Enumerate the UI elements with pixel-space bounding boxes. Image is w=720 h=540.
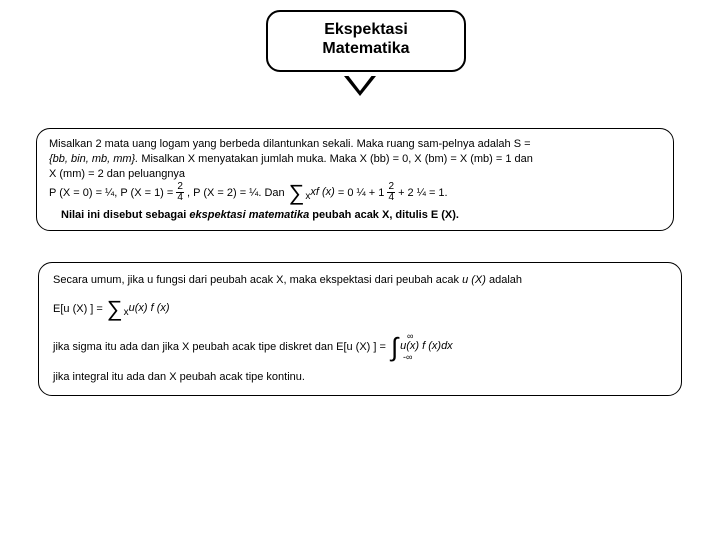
definition-box: Secara umum, jika u fungsi dari peubah a… bbox=[38, 262, 682, 396]
sigma-xfx: ∑xxf (x) bbox=[288, 182, 335, 204]
ex-conclusion: Nilai ini disebut sebagai ekspektasi mat… bbox=[61, 208, 661, 223]
title-line2: Matematika bbox=[272, 39, 460, 58]
frac-2-4-b: 24 bbox=[387, 182, 395, 203]
def-discrete-formula: E[u (X) ] = ∑xu(x) f (x) bbox=[53, 298, 667, 320]
sigma-ufx: ∑xu(x) f (x) bbox=[106, 298, 170, 320]
def-line4: jika integral itu ada dan X peubah acak … bbox=[53, 370, 667, 385]
ex-line1: Misalkan 2 mata uang logam yang berbeda … bbox=[49, 137, 661, 152]
ex-line2: {bb, bin, mb, mm}. Misalkan X menyatakan… bbox=[49, 152, 661, 167]
def-line1: Secara umum, jika u fungsi dari peubah a… bbox=[53, 273, 667, 288]
title-callout: Ekspektasi Matematika bbox=[266, 10, 466, 72]
example-box: Misalkan 2 mata uang logam yang berbeda … bbox=[36, 128, 674, 231]
ex-line4: P (X = 0) = ¼, P (X = 1) = 24 , P (X = 2… bbox=[49, 182, 661, 204]
down-arrow-icon bbox=[344, 76, 376, 96]
frac-2-4-a: 24 bbox=[176, 182, 184, 203]
sample-space: {bb, bin, mb, mm}. bbox=[49, 153, 138, 165]
title-line1: Ekspektasi bbox=[272, 20, 460, 39]
ex-line3: X (mm) = 2 dan peluangnya bbox=[49, 167, 661, 182]
integral-ufx: ∫∞-∞u(x) f (x)dx bbox=[389, 334, 453, 360]
def-continuous-line: jika sigma itu ada dan jika X peubah aca… bbox=[53, 334, 667, 360]
